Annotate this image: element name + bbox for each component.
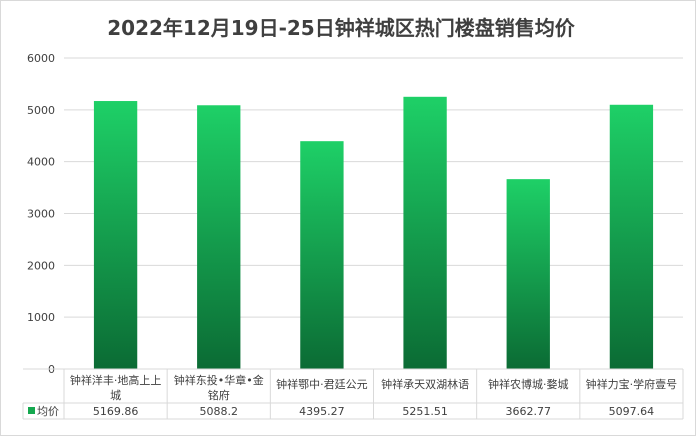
bar (609, 104, 654, 369)
bar (506, 179, 550, 369)
y-axis-ticks: 0100020003000400050006000 (27, 52, 55, 376)
y-tick-label: 1000 (27, 311, 55, 324)
chart-title: 2022年12月19日-25日钟祥城区热门楼盘销售均价 (107, 16, 575, 40)
category-label: 钟祥鄂中·君廷公元 (276, 377, 368, 391)
category-label: 钟祥承天双湖林语 (381, 377, 469, 391)
y-tick-label: 3000 (27, 208, 55, 221)
bar (300, 141, 344, 369)
category-label: 钟祥东投•华章•金 (174, 373, 264, 387)
category-label: 钟祥力宝·学府壹号 (586, 377, 678, 391)
legend-key (28, 407, 35, 414)
data-value-label: 5251.51 (402, 405, 448, 418)
y-tick-label: 2000 (27, 259, 55, 272)
category-label: 铭府 (208, 388, 230, 402)
data-value-label: 5088.2 (200, 405, 239, 418)
bar (403, 96, 447, 370)
y-tick-label: 6000 (27, 52, 55, 65)
data-value-label: 5097.64 (609, 405, 655, 418)
category-label: 城 (110, 389, 121, 402)
bar (197, 105, 241, 370)
legend-series-name: 均价 (37, 405, 59, 418)
gridlines (64, 57, 683, 318)
data-value-label: 4395.27 (299, 405, 345, 418)
bars (93, 96, 654, 370)
data-value-label: 5169.86 (93, 405, 139, 418)
bar (93, 101, 138, 369)
data-value-label: 3662.77 (506, 405, 552, 418)
category-label: 钟祥洋丰·地高上上 (70, 373, 162, 387)
y-tick-label: 4000 (27, 156, 55, 169)
y-tick-label: 5000 (27, 104, 55, 117)
category-label: 钟祥农博城·婺城 (488, 377, 569, 391)
